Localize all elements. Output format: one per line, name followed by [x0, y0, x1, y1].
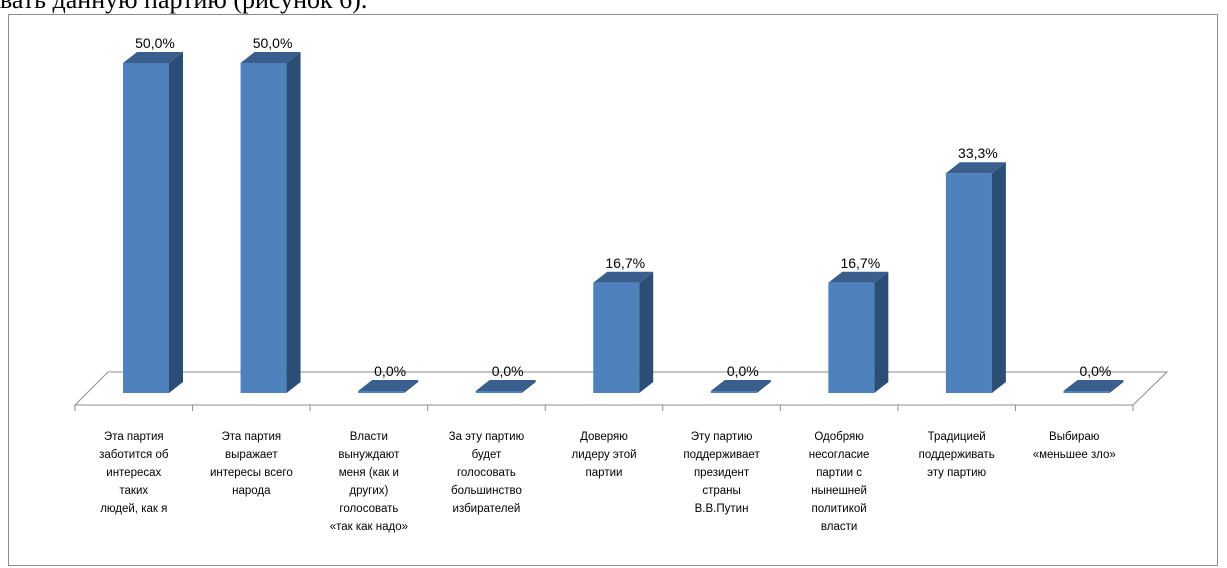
category-label-line: Эту партию	[690, 431, 753, 443]
category-label-line: избирателей	[452, 503, 521, 515]
category-label: Эту партию поддерживает президент страны В.В…	[667, 428, 777, 518]
category-label-line: Эта партия	[103, 431, 164, 443]
bar-side	[521, 380, 536, 393]
category-label-line: «так как надо»	[329, 521, 409, 533]
category-label-line: Доверяю	[580, 431, 628, 443]
category-label: Эта партия выражает интересы всего народа	[196, 428, 306, 500]
category-label-line: несогласие	[808, 449, 870, 461]
category-label-line: Одобряю	[814, 431, 864, 443]
category-label-line: голосовать	[339, 503, 399, 515]
bar-side	[169, 52, 183, 393]
category-label: Эта партия заботится об интересах таких люде…	[79, 428, 189, 518]
category-label-line: политикой	[811, 503, 867, 515]
data-label: 0,0%	[727, 363, 759, 379]
data-label: 0,0%	[374, 363, 406, 379]
category-label-line: Эта партия	[221, 431, 282, 443]
bar-side	[286, 52, 301, 393]
bar-top	[358, 380, 419, 391]
category-label-line: страны	[702, 485, 741, 497]
category-label-line: других)	[349, 485, 389, 497]
bar-top	[123, 52, 183, 63]
bar-side	[639, 271, 654, 393]
category-label-line: будет	[471, 449, 502, 461]
bar-front	[240, 63, 287, 393]
category-label-line: заботится об	[99, 449, 169, 461]
category-label-line: Власти	[349, 431, 388, 443]
data-label: 16,7%	[840, 255, 880, 271]
bar-top	[828, 271, 889, 283]
category-label-line: народа	[232, 485, 271, 497]
category-label-line: В.В.Путин	[694, 503, 749, 515]
category-label-line: интересы всего	[209, 467, 293, 479]
data-label: 33,3%	[958, 145, 998, 161]
category-label-line: лидеру этой	[571, 449, 637, 461]
bar-front	[475, 391, 522, 393]
bar-front	[1063, 391, 1110, 393]
category-label: Власти вынуждают меня (как и других) голосов…	[314, 428, 424, 536]
category-label-line: партии	[585, 467, 623, 479]
bar-top	[593, 271, 654, 283]
category-label-line: Выбираю	[1049, 431, 1100, 443]
category-label-line: эту партию	[927, 467, 987, 479]
bar-front	[123, 63, 169, 393]
bar-side	[756, 380, 771, 393]
category-label-line: президент	[693, 467, 750, 479]
category-label-line: меня (как и	[338, 467, 399, 479]
category-label: За эту партию будет голосовать большинство и…	[431, 428, 541, 518]
category-label-line: власти	[820, 521, 858, 533]
data-label: 50,0%	[253, 35, 293, 51]
category-label: Одобряю несогласие партии с нынешней политик…	[784, 428, 894, 536]
data-label: 50,0%	[135, 35, 175, 51]
bar-side	[991, 162, 1006, 393]
bar-side	[1109, 380, 1124, 393]
bar-top	[1063, 380, 1124, 391]
data-label: 0,0%	[492, 363, 524, 379]
bar-top	[945, 162, 1006, 174]
bar-front	[710, 391, 757, 393]
category-label-line: интересах	[106, 467, 162, 479]
category-label-line: людей, как я	[100, 503, 168, 515]
category-label-line: голосовать	[456, 467, 516, 479]
category-label-line: За эту партию	[448, 431, 525, 443]
bar-front	[593, 282, 640, 393]
bar-top	[240, 52, 301, 63]
bar-side	[404, 380, 419, 393]
category-label: Доверяю лидеру этой партии	[549, 428, 659, 482]
data-label: 0,0%	[1079, 363, 1111, 379]
bar-side	[874, 271, 889, 393]
page-text-fragment: вать данную партию (рисунок 6).	[0, 0, 367, 15]
bar-front	[828, 282, 875, 393]
category-label: Традицией поддерживать эту партию	[902, 428, 1012, 482]
category-label: Выбираю «меньшее зло»	[1019, 428, 1129, 464]
category-label-line: выражает	[225, 449, 278, 461]
bar-top	[710, 380, 771, 391]
category-label-line: партии с	[816, 467, 863, 479]
bar-top	[475, 380, 536, 391]
category-label-line: поддерживает	[683, 449, 760, 461]
category-label-line: вынуждают	[338, 449, 400, 461]
bar-front	[945, 173, 992, 393]
category-label-line: нынешней	[811, 485, 867, 497]
category-label-line: поддерживать	[918, 449, 995, 461]
category-label-line: таких	[119, 485, 149, 497]
category-label-line: Традицией	[927, 431, 986, 443]
data-label: 16,7%	[605, 255, 645, 271]
bar-front	[358, 391, 405, 393]
category-label-line: «меньшее зло»	[1032, 449, 1116, 461]
category-label-line: большинство	[451, 485, 522, 497]
